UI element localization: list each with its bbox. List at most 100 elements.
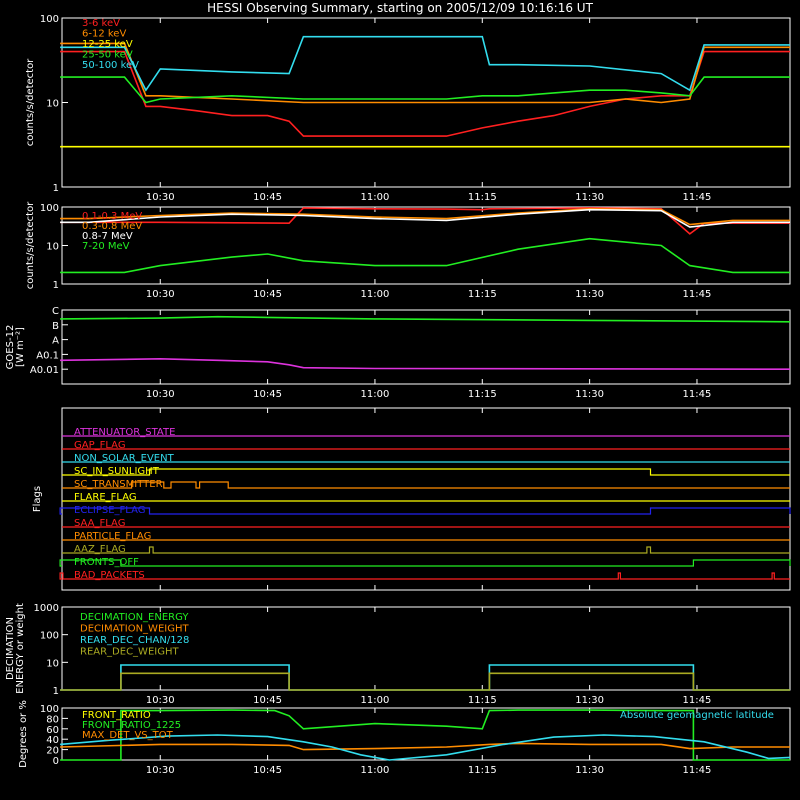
panel-frame-5 xyxy=(61,707,791,761)
y-tick-label: 20 xyxy=(46,746,59,757)
flag-label: FRONTS_OFF xyxy=(74,557,139,568)
y-axis-label: DECIMATION xyxy=(5,617,16,680)
flag-label: NON_SOLAR_EVENT xyxy=(74,453,175,464)
y-tick-label: A0.01 xyxy=(30,365,59,376)
y-tick-label: A0.1 xyxy=(36,350,59,361)
time-tick-label: 11:45 xyxy=(683,695,712,706)
flag-label: FLARE_FLAG xyxy=(74,492,137,503)
series-line xyxy=(60,357,791,371)
y-tick-label: 100 xyxy=(40,704,59,715)
time-tick-label: 10:45 xyxy=(253,289,282,300)
series-line xyxy=(60,35,790,92)
annotation: Absolute geomagnetic latitude xyxy=(620,710,774,721)
time-tick-label: 11:30 xyxy=(575,765,604,776)
time-tick-label: 11:45 xyxy=(683,192,712,203)
y-tick-label: 80 xyxy=(46,714,59,725)
time-tick-label: 10:45 xyxy=(253,695,282,706)
time-tick-label: 11:30 xyxy=(575,192,604,203)
panel-frame-2 xyxy=(61,309,791,385)
time-tick-label: 11:15 xyxy=(468,289,497,300)
y-tick-label: 1 xyxy=(53,183,59,194)
series-line xyxy=(60,207,790,226)
time-tick-label: 10:30 xyxy=(146,695,175,706)
legend-entry: 7-20 MeV xyxy=(82,241,130,252)
legend-entry: REAR_DEC_WEIGHT xyxy=(80,647,179,658)
flag-line xyxy=(62,468,790,476)
time-tick-label: 10:30 xyxy=(146,765,175,776)
y-tick-label: 40 xyxy=(46,735,59,746)
flag-label: GAP_FLAG xyxy=(74,440,126,451)
y-tick-label: 1 xyxy=(53,280,59,291)
legend-entry: 50-100 keV xyxy=(82,60,139,71)
legend-entry: MAX_DET_VS_TOT xyxy=(82,730,174,741)
series-line xyxy=(60,76,790,104)
flag-label: BAD_PACKETS xyxy=(74,570,145,581)
y-tick-label: 10 xyxy=(46,99,59,110)
flag-label: SAA_FLAG xyxy=(74,518,125,529)
time-tick-label: 10:30 xyxy=(146,192,175,203)
series-line xyxy=(60,742,790,751)
y-tick-label: B xyxy=(52,321,59,332)
time-tick-label: 11:15 xyxy=(468,192,497,203)
legend-entry: DECIMATION_ENERGY xyxy=(80,612,189,623)
time-tick-label: 11:45 xyxy=(683,289,712,300)
legend-entry: 0.8-7 MeV xyxy=(82,231,133,242)
legend-entry: DECIMATION_WEIGHT xyxy=(80,624,189,635)
time-tick-label: 10:45 xyxy=(253,192,282,203)
legend-entry: 0.3-0.8 MeV xyxy=(82,221,142,232)
flag-label: SC_IN_SUNLIGHT xyxy=(74,466,160,477)
time-tick-label: 11:30 xyxy=(575,289,604,300)
legend-entry: FRONT_RATIO xyxy=(82,710,151,721)
series-line xyxy=(60,237,790,274)
flag-label: AAZ_FLAG xyxy=(74,544,126,555)
time-tick-label: 11:00 xyxy=(361,765,390,776)
time-tick-label: 10:45 xyxy=(253,389,282,400)
y-axis-label: GOES-12 xyxy=(5,325,16,370)
time-tick-label: 11:30 xyxy=(575,389,604,400)
legend-entry: FRONT_RATIO_1225 xyxy=(82,720,181,731)
series-line xyxy=(60,734,791,761)
legend-entry: 6-12 keV xyxy=(82,29,126,40)
time-tick-label: 11:00 xyxy=(361,695,390,706)
y-axis-label: ENERGY or weight xyxy=(15,603,26,694)
y-tick-label: 100 xyxy=(40,631,59,642)
flag-line xyxy=(62,546,790,554)
series-line xyxy=(60,208,790,228)
time-tick-label: 11:30 xyxy=(575,695,604,706)
time-tick-label: 11:15 xyxy=(468,389,497,400)
y-tick-label: 10 xyxy=(46,658,59,669)
panels: 10:30 10:45 11:00 11:15 11:30 11:45110100coun… xyxy=(5,14,791,776)
y-tick-label: A xyxy=(52,336,59,347)
time-tick-label: 10:45 xyxy=(253,765,282,776)
flag-label: ECLIPSE_FLAG xyxy=(74,505,145,516)
y-tick-label: 100 xyxy=(40,203,59,214)
legend-entry: 0.1-0.3 MeV xyxy=(82,211,142,222)
time-tick-label: 11:00 xyxy=(361,289,390,300)
flag-line xyxy=(59,507,791,515)
time-tick-label: 11:15 xyxy=(468,695,497,706)
time-tick-label: 10:30 xyxy=(146,289,175,300)
flag-label: SC_TRANSMITTER xyxy=(74,479,163,490)
y-tick-label: 60 xyxy=(46,725,59,736)
legend-entry: 3-6 keV xyxy=(82,18,120,29)
time-tick-label: 11:00 xyxy=(361,192,390,203)
y-axis-label: Flags xyxy=(32,486,43,512)
y-tick-label: 0 xyxy=(53,756,59,767)
y-tick-label: 1 xyxy=(53,686,59,697)
flag-label: PARTICLE_FLAG xyxy=(74,531,151,542)
flag-line xyxy=(59,559,791,567)
y-axis-label: Degrees or % xyxy=(18,700,29,768)
series-line xyxy=(60,709,790,761)
y-tick-label: 10 xyxy=(46,242,59,253)
y-axis-label: counts/s/detector xyxy=(25,58,36,146)
series-line xyxy=(60,207,790,235)
y-tick-label: 100 xyxy=(40,14,59,25)
time-tick-label: 11:45 xyxy=(683,389,712,400)
time-tick-label: 11:15 xyxy=(468,765,497,776)
flag-line xyxy=(59,572,790,580)
panel-frame-3 xyxy=(61,407,791,591)
chart-title: HESSI Observing Summary, starting on 200… xyxy=(207,1,593,15)
y-axis-label: counts/s/detector xyxy=(25,201,36,289)
y-tick-label: C xyxy=(52,306,59,317)
